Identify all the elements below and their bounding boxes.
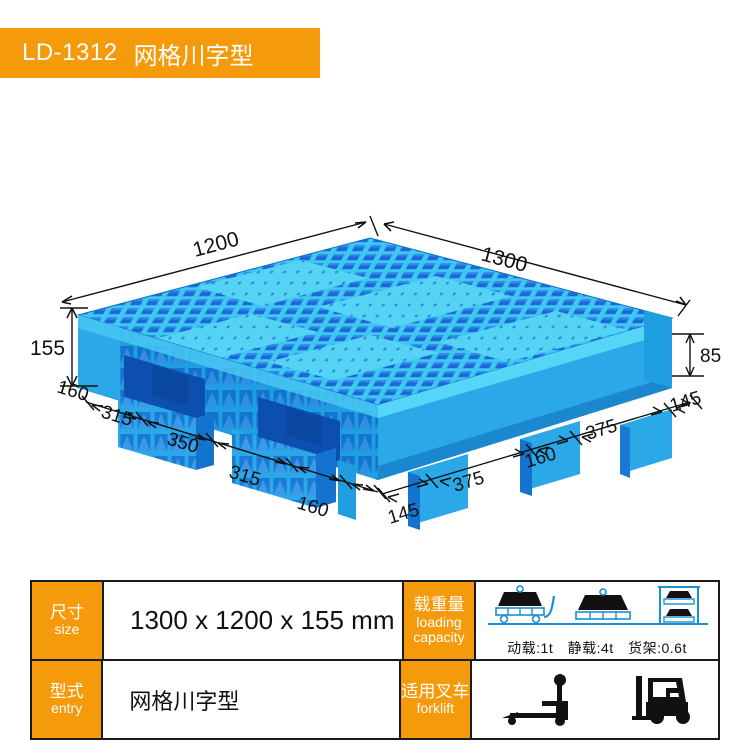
spec-row-entry: 型式 entry 网格川字型 适用叉车 forklift bbox=[32, 661, 719, 738]
spec-label-loading-en-1: loading bbox=[416, 613, 462, 630]
dimension-lines bbox=[60, 215, 704, 503]
static-load-icon bbox=[575, 587, 631, 620]
spec-value-loading-capacity: 动载:1t 静载:4t 货架:0.6t bbox=[476, 582, 718, 659]
spec-label-loading-cn: 载重量 bbox=[413, 595, 465, 615]
spec-value-forklift bbox=[472, 661, 719, 738]
spec-label-entry-cn: 型式 bbox=[49, 681, 84, 701]
product-code: LD-1312 bbox=[22, 39, 118, 66]
spec-label-forklift: 适用叉车 forklift bbox=[400, 661, 473, 738]
pallet-front-right-face bbox=[378, 318, 672, 480]
dynamic-load-icon bbox=[495, 584, 556, 623]
capacity-dynamic: 动载:1t bbox=[507, 639, 554, 656]
pallet-top-deck bbox=[76, 237, 674, 406]
title-banner: LD-1312 网格川字型 bbox=[0, 28, 320, 78]
spec-label-size-cn: 尺寸 bbox=[50, 602, 84, 622]
spec-label-loading-en-2: capacity bbox=[413, 628, 465, 645]
forklift-truck-icon bbox=[632, 675, 691, 724]
spec-label-entry-en: entry bbox=[51, 700, 83, 717]
capacity-racking: 货架:0.6t bbox=[628, 639, 687, 656]
spec-label-loading-capacity: 载重量 loading capacity bbox=[404, 582, 476, 659]
capacity-static: 静载:4t bbox=[567, 639, 614, 656]
spec-label-entry: 型式 entry bbox=[32, 661, 104, 738]
spec-label-forklift-en: forklift bbox=[416, 700, 455, 717]
specification-table: 尺寸 size 1300 x 1200 x 155 mm 载重量 loading… bbox=[30, 580, 720, 740]
hand-pallet-truck-icon bbox=[502, 673, 569, 726]
racking-load-icon bbox=[658, 585, 700, 624]
pallet-illustration: 1200 1300 155 85 160 315 350 315 160 145… bbox=[0, 190, 750, 560]
spec-value-entry: 网格川字型 bbox=[103, 661, 401, 738]
dim-foot-85: 85 bbox=[700, 346, 721, 367]
pallet-feet bbox=[118, 365, 672, 530]
dim-right-5: 145 bbox=[667, 387, 703, 416]
dim-right-4: 375 bbox=[583, 415, 619, 444]
pallet-right-end bbox=[644, 310, 672, 388]
capacity-caption: 动载:1t 静载:4t 货架:0.6t bbox=[502, 638, 692, 658]
spec-value-size: 1300 x 1200 x 155 mm bbox=[104, 582, 404, 659]
product-model-name: 网格川字型 bbox=[133, 42, 254, 70]
dim-height-155: 155 bbox=[30, 337, 65, 360]
spec-row-size: 尺寸 size 1300 x 1200 x 155 mm 载重量 loading… bbox=[32, 582, 718, 661]
spec-label-size: 尺寸 size bbox=[32, 582, 104, 659]
loading-capacity-icons bbox=[488, 584, 708, 625]
spec-label-forklift-cn: 适用叉车 bbox=[401, 681, 470, 701]
spec-label-size-en: size bbox=[54, 621, 80, 638]
